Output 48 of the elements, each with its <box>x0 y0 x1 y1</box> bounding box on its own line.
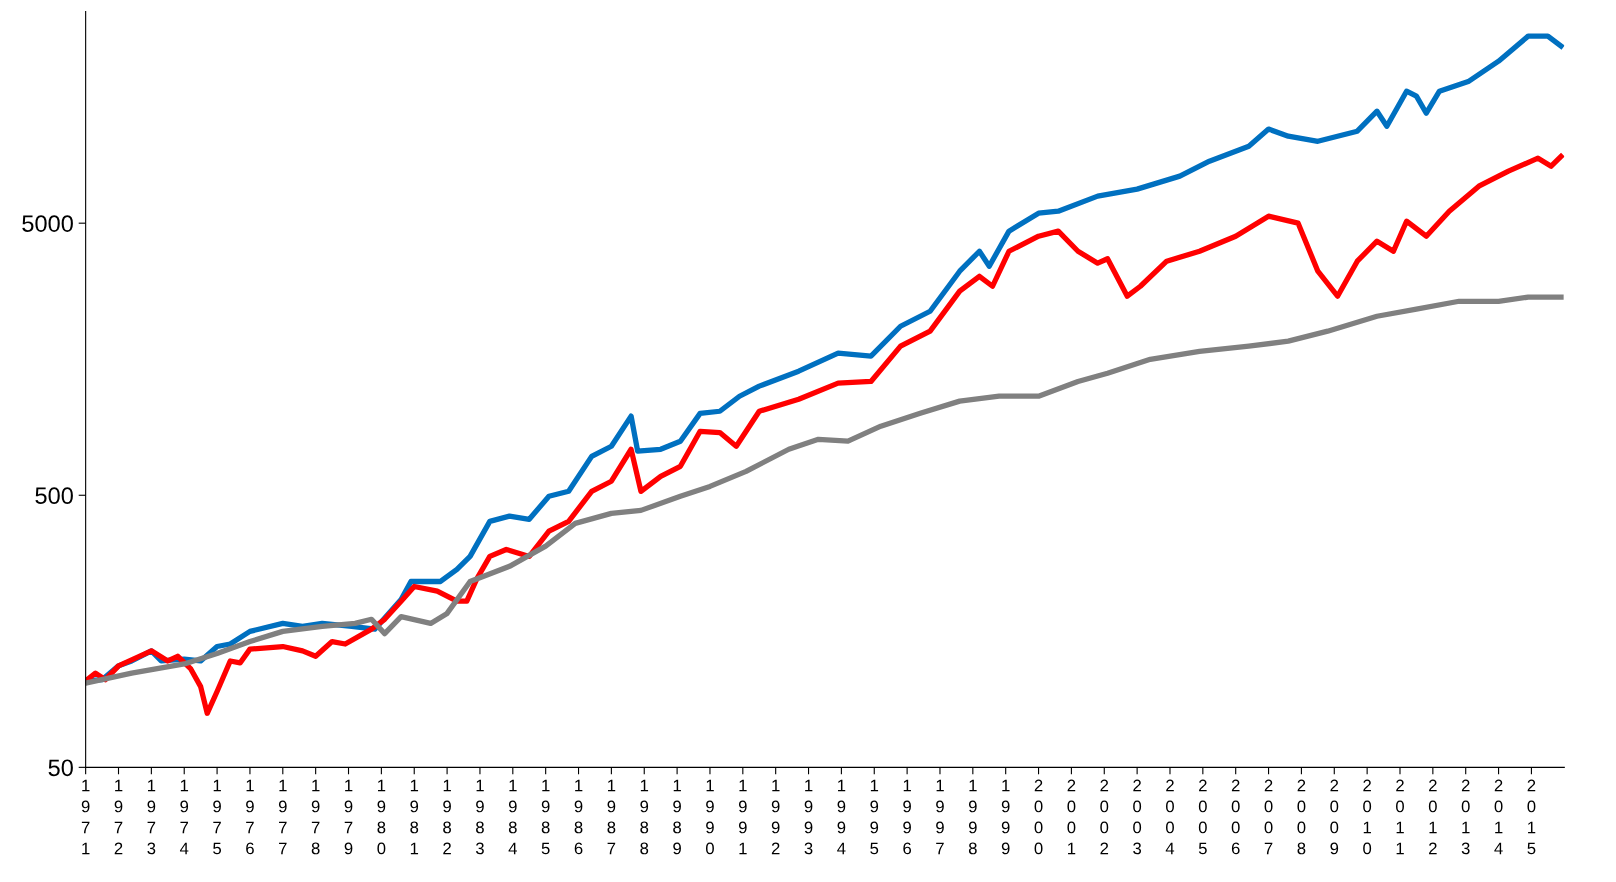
x-tick-label: 1 9 8 3 <box>475 779 484 855</box>
x-tick-label: 2 0 0 7 <box>1264 779 1273 855</box>
x-tick-label: 1 9 7 8 <box>311 779 320 855</box>
x-tick-label: 2 0 0 3 <box>1133 779 1142 855</box>
x-tick-label: 1 9 8 9 <box>673 779 682 855</box>
x-tick-label: 1 9 8 8 <box>640 779 649 855</box>
x-tick-label: 2 0 0 8 <box>1297 779 1306 855</box>
x-tick-label: 1 9 7 6 <box>246 779 254 855</box>
x-tick-label: 2 0 0 4 <box>1165 779 1175 855</box>
x-tick-label: 1 9 7 3 <box>147 779 156 855</box>
x-tick-label: 1 9 8 2 <box>443 779 451 855</box>
x-tick-label: 2 0 1 2 <box>1428 779 1437 855</box>
x-tick-label: 2 0 0 6 <box>1231 779 1240 855</box>
x-tick-label: 1 9 7 1 <box>81 779 90 855</box>
x-tick-label: 1 9 9 0 <box>705 779 714 855</box>
x-tick-label: 1 9 8 7 <box>607 779 616 855</box>
x-tick-label: 2 0 1 3 <box>1461 779 1470 855</box>
x-tick-label: 2 0 0 2 <box>1100 779 1109 855</box>
x-tick-label: 1 9 7 4 <box>179 779 189 855</box>
y-tick-label: 500 <box>35 487 73 505</box>
x-tick-label: 1 9 8 4 <box>508 779 517 855</box>
y-tick-label: 5000 <box>22 215 73 232</box>
x-tick-label: 1 9 9 1 <box>738 779 747 855</box>
x-tick-label: 1 9 9 8 <box>968 779 977 855</box>
x-tick-label: 1 9 7 5 <box>213 779 222 855</box>
x-tick-label: 1 9 7 2 <box>114 779 123 855</box>
x-tick-label: 2 0 1 4 <box>1494 779 1503 855</box>
x-tick-label: 1 9 9 7 <box>936 779 944 855</box>
x-tick-label: 1 9 9 9 <box>1001 779 1010 855</box>
x-tick-label: 2 0 1 1 <box>1396 779 1404 855</box>
x-tick-label: 1 9 9 5 <box>870 779 879 855</box>
x-tick-label: 1 9 9 4 <box>837 779 846 855</box>
x-tick-label: 2 0 0 9 <box>1330 779 1339 855</box>
x-tick-label: 2 0 0 5 <box>1198 779 1207 855</box>
x-tick-label: 1 9 8 1 <box>410 779 419 855</box>
x-tick-label: 1 9 7 7 <box>278 779 287 855</box>
x-tick-label: 1 9 9 2 <box>771 779 780 855</box>
x-tick-label: 2 0 0 0 <box>1034 779 1043 855</box>
x-tick-label: 2 0 1 0 <box>1363 779 1372 855</box>
x-tick-label: 1 9 9 6 <box>903 779 912 855</box>
x-tick-label: 1 9 8 0 <box>377 779 386 855</box>
x-tick-label: 2 0 0 1 <box>1067 779 1076 855</box>
x-tick-label: 1 9 8 5 <box>541 779 550 855</box>
y-tick-label: 50 <box>48 759 73 777</box>
x-tick-label: 2 0 1 5 <box>1527 779 1536 855</box>
x-tick-label: 1 9 8 6 <box>574 779 583 855</box>
x-tick-label: 1 9 7 9 <box>344 779 353 855</box>
x-tick-label: 1 9 9 3 <box>804 779 813 855</box>
